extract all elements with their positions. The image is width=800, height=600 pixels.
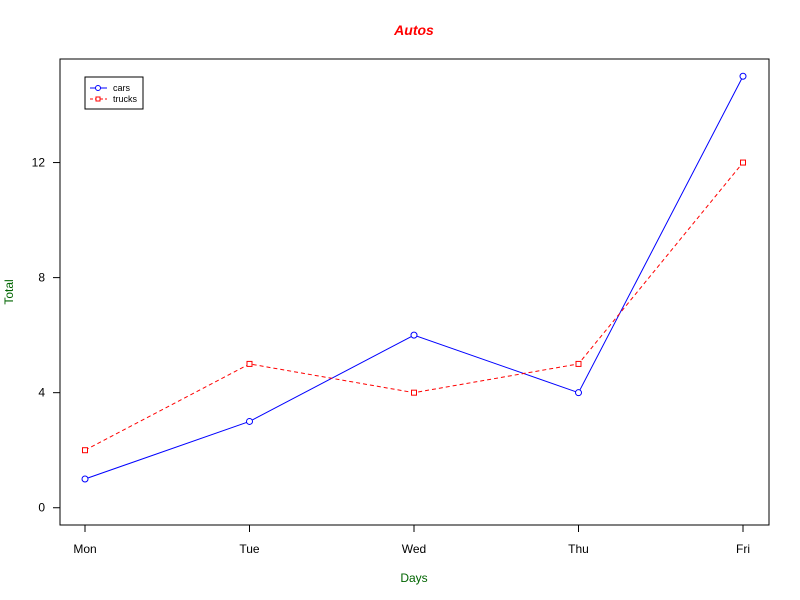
data-point-trucks (411, 389, 417, 396)
chart-title: Autos (393, 22, 434, 38)
y-axis: 0 4 8 12 (32, 156, 61, 515)
legend-box (84, 76, 144, 110)
series-line-trucks (84, 162, 744, 451)
data-point-trucks (740, 159, 746, 166)
data-point-cars (81, 475, 89, 483)
y-tick-label: 8 (38, 271, 45, 285)
y-tick-label: 0 (38, 501, 45, 515)
data-point-cars (739, 72, 747, 80)
y-axis-label: Total (2, 279, 16, 304)
x-tick-label: Thu (568, 542, 589, 556)
series-layer (81, 72, 747, 483)
y-tick-label: 12 (32, 156, 46, 170)
legend-marker-cars (95, 85, 101, 91)
data-point-cars (575, 389, 582, 397)
x-axis-label: Days (400, 571, 427, 585)
x-tick-label: Fri (736, 542, 750, 556)
legend-label-cars: cars (113, 83, 131, 93)
legend-label-trucks: trucks (113, 94, 138, 104)
y-tick-label: 4 (38, 386, 45, 400)
x-tick-label: Tue (239, 542, 260, 556)
x-tick-label: Wed (402, 542, 426, 556)
data-point-trucks (575, 360, 582, 367)
data-point-cars (410, 331, 418, 339)
data-point-trucks (246, 360, 253, 367)
data-point-trucks (82, 447, 88, 454)
x-axis: Mon Tue Wed Thu Fri (73, 524, 750, 556)
legend-marker-trucks (95, 96, 101, 102)
series-cars (81, 72, 747, 483)
series-trucks (82, 159, 746, 454)
x-tick-label: Mon (73, 542, 96, 556)
data-point-cars (246, 417, 253, 425)
series-line-cars (84, 76, 744, 480)
plot-frame (59, 58, 770, 526)
